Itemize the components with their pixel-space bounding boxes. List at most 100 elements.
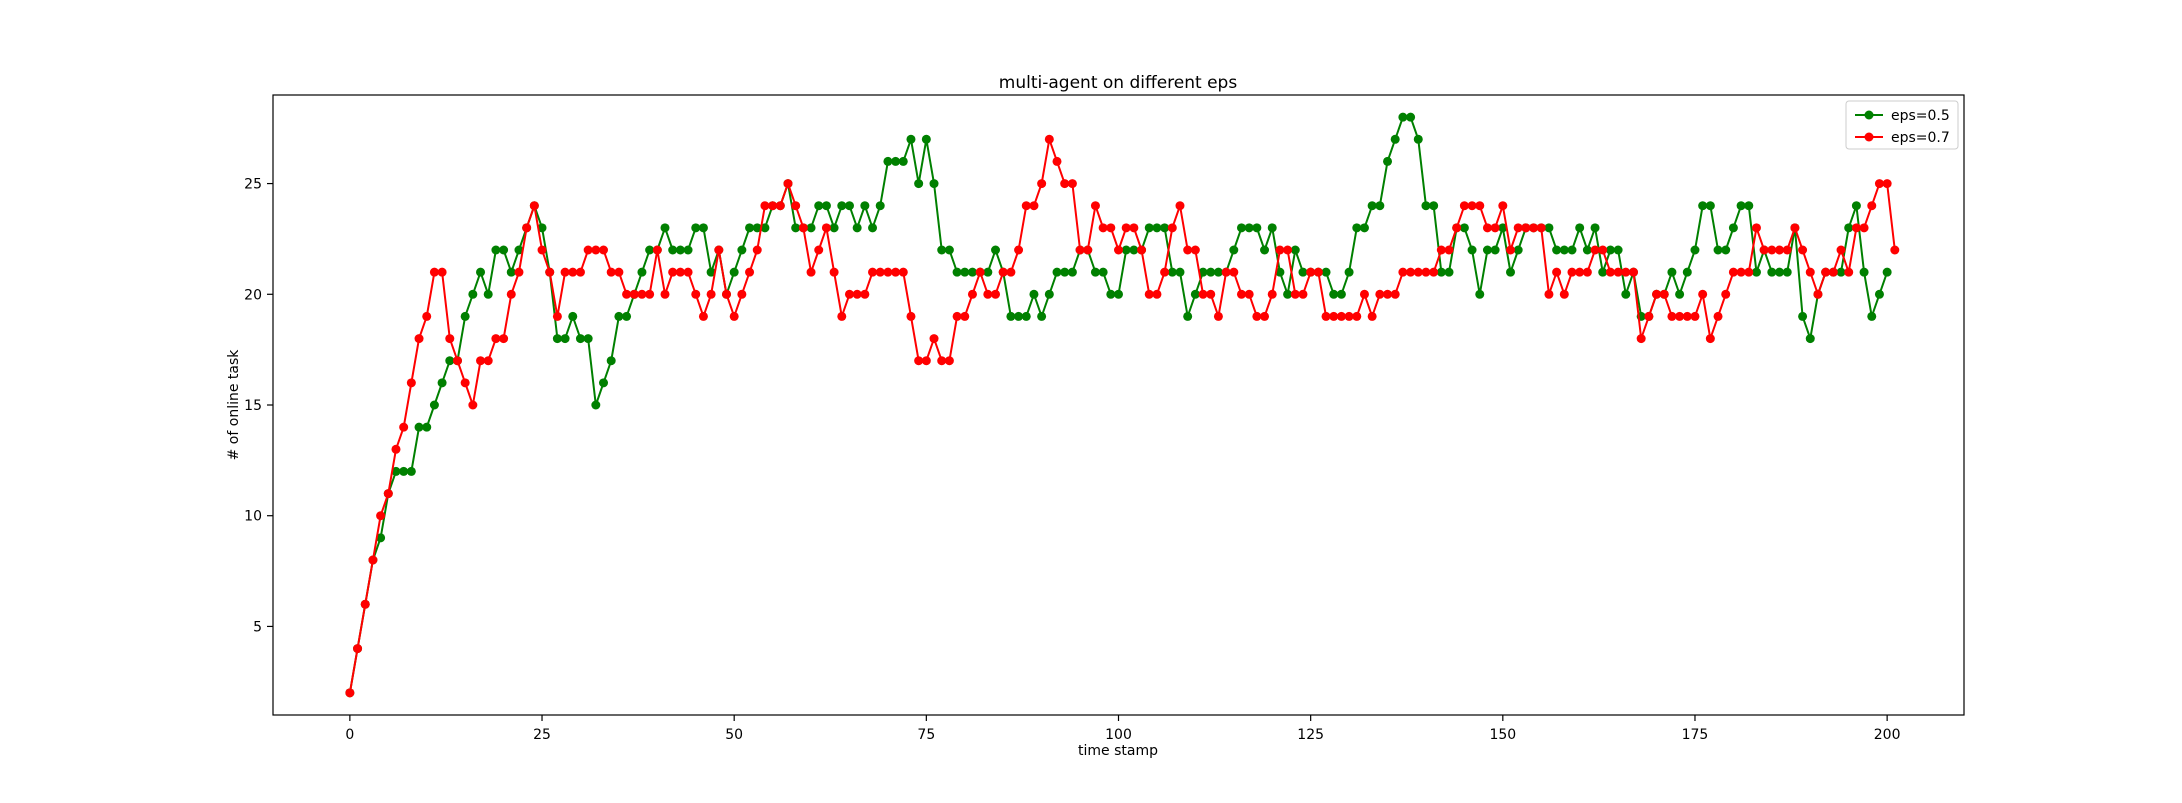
data-point	[683, 267, 693, 277]
data-point	[1867, 311, 1877, 321]
x-axis-label: time stamp	[1078, 743, 1158, 759]
data-point	[806, 267, 816, 277]
data-point	[1006, 311, 1016, 321]
data-point	[1329, 311, 1339, 321]
data-point	[1090, 201, 1100, 211]
data-point	[1459, 223, 1469, 233]
data-point	[1429, 267, 1439, 277]
data-point	[1798, 245, 1808, 255]
data-point	[745, 267, 755, 277]
data-point	[491, 334, 501, 344]
data-point	[860, 289, 870, 299]
data-point	[1344, 311, 1354, 321]
data-point	[622, 289, 632, 299]
data-point	[983, 289, 993, 299]
data-point	[1675, 289, 1685, 299]
data-point	[821, 223, 831, 233]
data-point	[1336, 289, 1346, 299]
data-point	[1782, 267, 1792, 277]
data-point	[1682, 311, 1692, 321]
data-point	[1536, 223, 1546, 233]
data-point	[1352, 311, 1362, 321]
data-point	[660, 223, 670, 233]
data-point	[1728, 267, 1738, 277]
data-point	[952, 311, 962, 321]
data-point	[683, 245, 693, 255]
data-point	[1306, 267, 1316, 277]
data-point	[952, 267, 962, 277]
data-point	[1644, 311, 1654, 321]
data-point	[1605, 267, 1615, 277]
data-point	[967, 267, 977, 277]
data-point	[1775, 267, 1785, 277]
series-eps=0.5	[345, 112, 1892, 698]
data-point	[1144, 289, 1154, 299]
data-point	[814, 201, 824, 211]
legend-marker	[1864, 132, 1874, 142]
data-point	[552, 334, 562, 344]
data-point	[1836, 267, 1846, 277]
data-point	[1713, 245, 1723, 255]
data-point	[552, 311, 562, 321]
data-point	[1751, 267, 1761, 277]
data-point	[1029, 201, 1039, 211]
data-point	[1344, 267, 1354, 277]
data-point	[821, 201, 831, 211]
data-point	[1613, 245, 1623, 255]
data-point	[1490, 245, 1500, 255]
data-point	[1413, 134, 1423, 144]
data-point	[1529, 223, 1539, 233]
data-point	[1590, 245, 1600, 255]
data-point	[1613, 267, 1623, 277]
data-point	[1021, 201, 1031, 211]
data-point	[1459, 201, 1469, 211]
data-point	[1367, 311, 1377, 321]
data-point	[967, 289, 977, 299]
data-point	[668, 245, 678, 255]
data-point	[568, 311, 578, 321]
data-point	[1444, 245, 1454, 255]
data-point	[1682, 267, 1692, 277]
data-point	[1628, 267, 1638, 277]
data-point	[1390, 289, 1400, 299]
data-point	[1144, 223, 1154, 233]
data-point	[560, 267, 570, 277]
data-point	[1813, 289, 1823, 299]
data-point	[606, 356, 616, 366]
data-point	[1798, 311, 1808, 321]
data-point	[506, 267, 516, 277]
data-point	[1098, 223, 1108, 233]
data-point	[1736, 267, 1746, 277]
data-point	[499, 245, 509, 255]
data-point	[698, 311, 708, 321]
data-point	[1751, 223, 1761, 233]
data-point	[745, 223, 755, 233]
data-point	[1482, 223, 1492, 233]
data-point	[1444, 267, 1454, 277]
data-point	[1436, 245, 1446, 255]
data-point	[1552, 245, 1562, 255]
data-point	[483, 289, 493, 299]
data-point	[1559, 245, 1569, 255]
data-point	[437, 267, 447, 277]
data-point	[1067, 267, 1077, 277]
data-point	[760, 223, 770, 233]
data-point	[1190, 245, 1200, 255]
data-point	[483, 356, 493, 366]
x-tick-label: 200	[1874, 727, 1901, 743]
data-point	[529, 201, 539, 211]
data-point	[883, 267, 893, 277]
data-point	[606, 267, 616, 277]
data-point	[1329, 289, 1339, 299]
data-point	[791, 223, 801, 233]
data-point	[937, 356, 947, 366]
data-point	[1198, 289, 1208, 299]
data-point	[837, 201, 847, 211]
data-point	[1175, 201, 1185, 211]
data-point	[1106, 289, 1116, 299]
data-point	[1513, 245, 1523, 255]
data-point	[1652, 289, 1662, 299]
x-tick-label: 50	[725, 727, 743, 743]
data-point	[1213, 311, 1223, 321]
data-point	[868, 267, 878, 277]
